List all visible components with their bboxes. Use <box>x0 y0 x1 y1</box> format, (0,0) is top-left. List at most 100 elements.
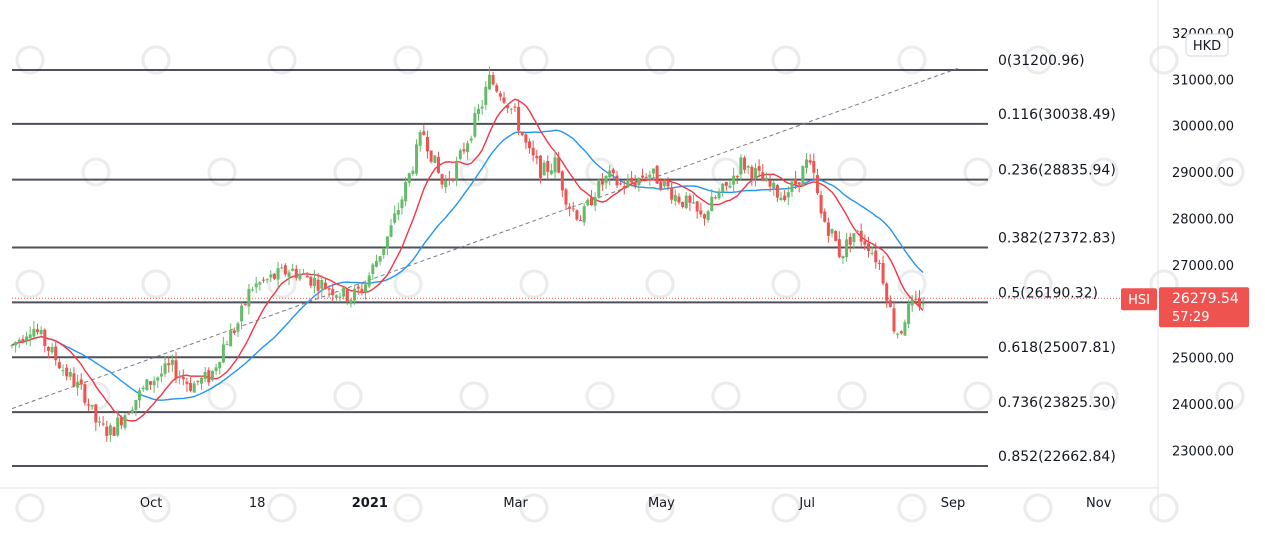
candle[interactable] <box>243 303 247 305</box>
candle[interactable] <box>542 162 546 176</box>
candle[interactable] <box>779 197 783 201</box>
candle[interactable] <box>411 170 415 174</box>
candle[interactable] <box>119 417 123 426</box>
candle[interactable] <box>805 159 809 168</box>
candle[interactable] <box>608 170 612 178</box>
candle[interactable] <box>888 300 892 308</box>
candle[interactable] <box>232 330 236 333</box>
candle[interactable] <box>298 273 302 280</box>
candle[interactable] <box>145 379 149 391</box>
candle[interactable] <box>717 192 721 199</box>
candle[interactable] <box>513 106 517 108</box>
candle[interactable] <box>837 239 841 258</box>
candle[interactable] <box>313 277 316 287</box>
candle[interactable] <box>480 106 484 109</box>
candle[interactable] <box>57 362 61 369</box>
candle[interactable] <box>600 179 604 185</box>
candle[interactable] <box>651 168 655 174</box>
candle[interactable] <box>178 376 182 378</box>
candle[interactable] <box>546 160 550 172</box>
candle[interactable] <box>429 150 433 162</box>
candle[interactable] <box>203 371 207 379</box>
candle[interactable] <box>681 201 685 207</box>
candle[interactable] <box>637 177 641 186</box>
candle[interactable] <box>138 390 142 401</box>
candle[interactable] <box>65 367 69 377</box>
candle[interactable] <box>684 195 688 209</box>
candle[interactable] <box>815 174 819 194</box>
candle[interactable] <box>400 199 404 209</box>
candle[interactable] <box>258 282 262 285</box>
candle[interactable] <box>517 106 521 131</box>
candle[interactable] <box>604 175 608 183</box>
candle[interactable] <box>557 157 561 173</box>
candle[interactable] <box>487 74 491 90</box>
candle[interactable] <box>819 195 823 214</box>
currency-badge[interactable] <box>1185 33 1229 57</box>
candle[interactable] <box>801 166 805 186</box>
candle[interactable] <box>200 377 204 384</box>
candle[interactable] <box>181 376 185 380</box>
candle[interactable] <box>320 279 324 289</box>
candle[interactable] <box>163 363 167 374</box>
candle[interactable] <box>692 202 696 204</box>
candle[interactable] <box>622 186 626 189</box>
candle[interactable] <box>287 272 291 277</box>
candle[interactable] <box>531 147 535 156</box>
candle[interactable] <box>353 288 357 301</box>
candle[interactable] <box>753 168 757 179</box>
candle[interactable] <box>899 331 903 334</box>
candle[interactable] <box>582 206 586 223</box>
candle[interactable] <box>571 208 575 210</box>
candle[interactable] <box>874 250 878 263</box>
candle[interactable] <box>794 178 798 185</box>
candle[interactable] <box>739 157 743 175</box>
candle[interactable] <box>21 338 25 342</box>
candle[interactable] <box>404 181 408 202</box>
candle[interactable] <box>316 279 320 291</box>
candle[interactable] <box>732 175 736 185</box>
candle[interactable] <box>17 339 21 342</box>
candle[interactable] <box>859 230 863 242</box>
candle[interactable] <box>619 183 623 185</box>
candle[interactable] <box>677 196 681 203</box>
candle[interactable] <box>323 282 327 290</box>
candle[interactable] <box>116 417 120 436</box>
candle[interactable] <box>189 383 193 391</box>
candle[interactable] <box>25 336 29 341</box>
candle[interactable] <box>524 134 528 143</box>
candle[interactable] <box>54 346 58 361</box>
candle[interactable] <box>221 344 225 363</box>
candle[interactable] <box>185 381 189 384</box>
candle[interactable] <box>451 178 455 180</box>
candle[interactable] <box>498 93 502 97</box>
candle[interactable] <box>374 260 378 267</box>
candle[interactable] <box>192 383 196 393</box>
candle[interactable] <box>757 166 761 171</box>
candle[interactable] <box>141 387 145 390</box>
candle[interactable] <box>294 268 298 278</box>
candle[interactable] <box>415 144 419 174</box>
candle[interactable] <box>506 105 510 109</box>
candle[interactable] <box>425 136 429 152</box>
candle[interactable] <box>477 108 481 114</box>
candle[interactable] <box>305 275 309 278</box>
candle[interactable] <box>710 196 714 212</box>
candle[interactable] <box>371 264 375 274</box>
candle[interactable] <box>276 268 280 280</box>
candle[interactable] <box>491 75 495 85</box>
candle[interactable] <box>83 384 87 403</box>
candle[interactable] <box>593 197 597 206</box>
candle[interactable] <box>236 323 240 332</box>
candle[interactable] <box>458 150 462 159</box>
candle[interactable] <box>823 211 827 222</box>
candle[interactable] <box>214 367 218 372</box>
candle[interactable] <box>79 379 83 385</box>
candle[interactable] <box>914 298 918 300</box>
candle[interactable] <box>265 279 269 281</box>
candle[interactable] <box>579 220 583 222</box>
candle[interactable] <box>10 344 14 347</box>
candle[interactable] <box>648 174 652 178</box>
candle[interactable] <box>772 182 776 189</box>
candle[interactable] <box>786 192 790 198</box>
